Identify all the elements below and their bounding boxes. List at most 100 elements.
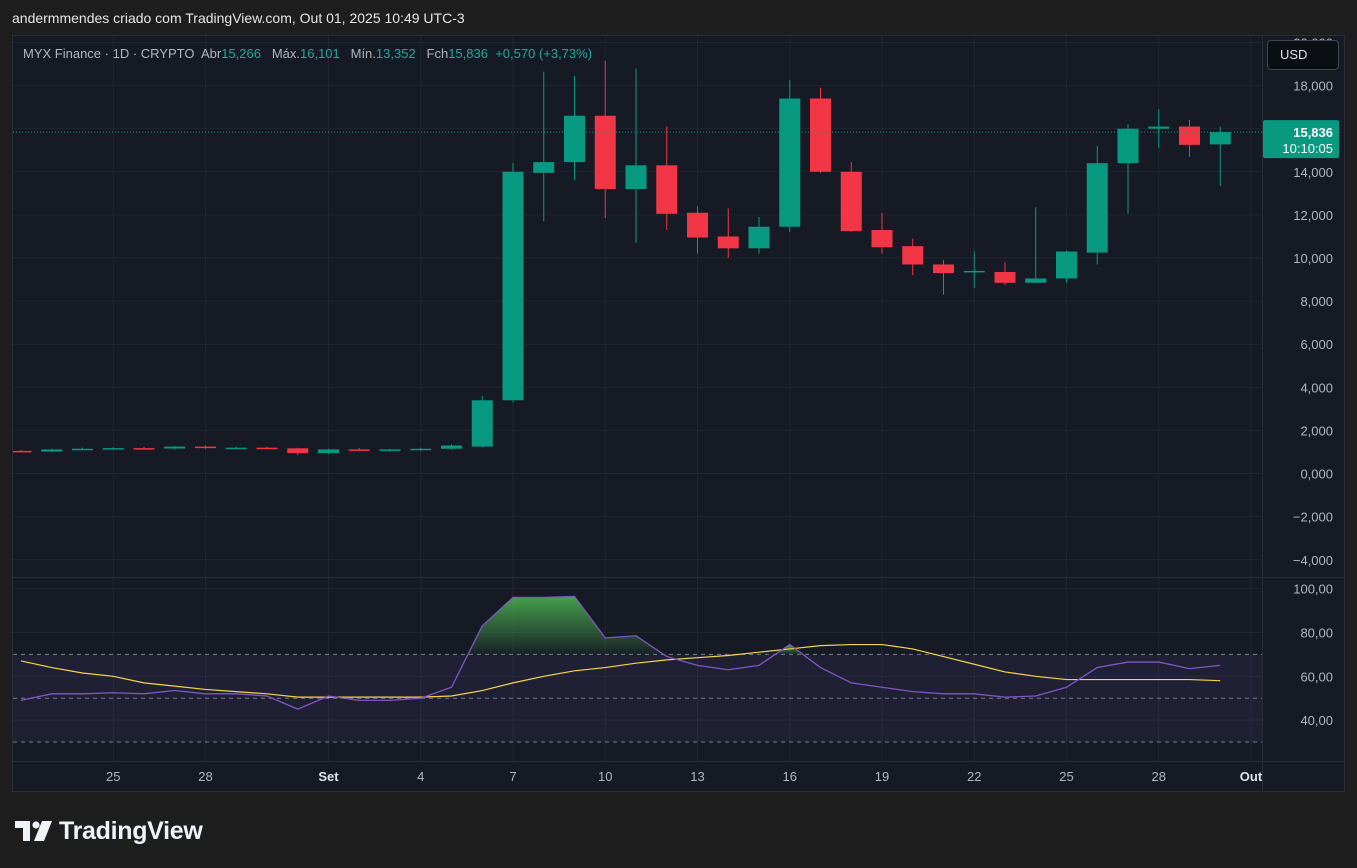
candle	[287, 447, 309, 456]
open-label: Abr	[200, 46, 222, 61]
candle	[1179, 120, 1200, 157]
candle-body	[287, 448, 309, 454]
candle	[1025, 207, 1047, 283]
candle	[625, 68, 647, 243]
candle	[656, 126, 678, 230]
rsi-axis-label: 60,00	[1300, 669, 1333, 684]
candle	[256, 446, 278, 450]
candle-body	[441, 445, 462, 449]
price-axis-label: −2,000	[1293, 510, 1333, 525]
candle	[963, 251, 985, 289]
close-value: 15,836	[448, 46, 488, 61]
candle-body	[13, 450, 32, 453]
rsi-axis-label: 40,00	[1300, 713, 1333, 728]
time-axis-label: 7	[509, 769, 516, 784]
price-axis-label: −4,000	[1293, 553, 1333, 568]
candle-body	[471, 400, 493, 447]
candle-body	[318, 449, 339, 454]
price-axis-label: 6,000	[1300, 337, 1333, 352]
high-label: Máx.	[271, 46, 300, 61]
price-chart[interactable]: 20,00018,00016,00014,00012,00010,0008,00…	[13, 36, 1344, 791]
price-axis-label: 8,000	[1300, 294, 1333, 309]
candle-body	[594, 115, 616, 190]
candle	[902, 238, 924, 276]
candle-body	[1148, 126, 1170, 129]
close-label: Fch	[426, 46, 449, 61]
time-axis-label: Set	[318, 769, 339, 784]
time-axis-label: 28	[1152, 769, 1166, 784]
candle	[102, 447, 124, 450]
candle-body	[840, 171, 862, 232]
rsi-ma-line	[20, 643, 1221, 698]
candle-body	[102, 448, 124, 450]
candle-body	[564, 115, 585, 163]
time-axis-label: 10	[598, 769, 612, 784]
rsi-line	[20, 595, 1221, 710]
currency-button[interactable]: USD	[1267, 40, 1339, 70]
candle-body	[1086, 163, 1108, 253]
grid-lines	[13, 36, 1262, 761]
candle	[502, 163, 524, 403]
low-label: Mín.	[350, 46, 376, 61]
candle-body	[933, 264, 954, 274]
symbol-title[interactable]: MYX Finance · 1D · CRYPTO	[23, 46, 195, 61]
candle	[41, 448, 63, 452]
price-axis-label: 12,000	[1293, 208, 1333, 223]
chart-panel[interactable]: 20,00018,00016,00014,00012,00010,0008,00…	[12, 35, 1345, 792]
time-axis-label: Out	[1240, 769, 1263, 784]
candle-body	[963, 270, 985, 273]
candle-body	[410, 448, 432, 451]
bar-countdown: 10:10:05	[1282, 141, 1333, 156]
candle-body	[379, 449, 401, 451]
candle	[1209, 126, 1231, 186]
candle	[379, 448, 401, 452]
price-axis-label: 10,000	[1293, 251, 1333, 266]
candle-body	[1179, 126, 1200, 145]
rsi-overbought-fill	[467, 596, 664, 655]
candle-body	[1209, 132, 1231, 145]
candle	[225, 446, 247, 450]
last-price-badge	[1263, 120, 1339, 159]
candle	[594, 60, 616, 219]
time-axis-label: 13	[690, 769, 704, 784]
candle	[441, 444, 462, 450]
candle	[748, 217, 770, 254]
candle-body	[687, 212, 708, 238]
price-axis-label: 18,000	[1293, 79, 1333, 94]
candle	[994, 262, 1016, 285]
candle	[564, 75, 585, 181]
time-axis-label: 25	[1059, 769, 1073, 784]
candle	[195, 445, 216, 449]
open-value: 15,266	[221, 46, 261, 61]
time-axis-label: 28	[198, 769, 212, 784]
candle-body	[871, 229, 893, 248]
tradingview-logo[interactable]: TradingView	[15, 816, 203, 846]
candle	[1056, 250, 1077, 283]
ohlc-legend: MYX Finance · 1D · CRYPTO Abr15,266 Máx.…	[23, 46, 592, 61]
last-price-value: 15,836	[1293, 125, 1333, 140]
candle-body	[72, 448, 93, 451]
time-axis-label: 25	[106, 769, 120, 784]
candle	[164, 445, 186, 450]
candle	[348, 448, 370, 451]
candle-body	[225, 447, 247, 450]
candle-body	[164, 446, 186, 449]
candle-body	[748, 226, 770, 249]
candle-body	[656, 165, 678, 214]
price-axis-label: 14,000	[1293, 165, 1333, 180]
time-axis-label: 4	[417, 769, 424, 784]
candles	[13, 60, 1231, 456]
candle	[133, 446, 155, 450]
candle-body	[994, 272, 1016, 283]
price-axis-label: 0,000	[1300, 467, 1333, 482]
candle	[72, 447, 93, 451]
candle	[933, 260, 954, 295]
rsi-axis-label: 100,00	[1293, 582, 1333, 597]
candle	[687, 206, 708, 254]
candle-body	[1117, 128, 1139, 164]
low-value: 13,352	[375, 46, 416, 61]
price-axis-label: 2,000	[1300, 423, 1333, 438]
candle-body	[256, 447, 278, 450]
time-axis-label: 19	[875, 769, 889, 784]
candle-body	[41, 449, 63, 452]
